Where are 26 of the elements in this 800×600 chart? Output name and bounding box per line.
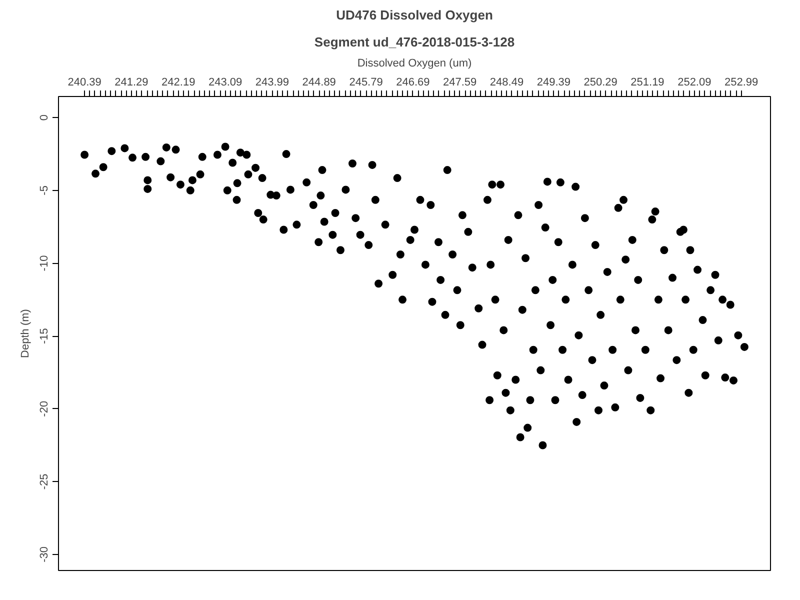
- x-tick-label: 249.39: [536, 76, 570, 88]
- x-axis-title: Dissolved Oxygen (um): [357, 58, 472, 70]
- y-axis-title: Depth (m): [20, 309, 32, 358]
- y-tick-label: -25: [38, 474, 50, 490]
- x-tick-label: 250.29: [584, 76, 618, 88]
- x-tick-label: 248.49: [490, 76, 524, 88]
- x-tick-label: 246.69: [396, 76, 430, 88]
- chart-title: UD476 Dissolved Oxygen: [336, 8, 493, 22]
- x-tick-label: 244.89: [302, 76, 336, 88]
- x-tick-label: 245.79: [349, 76, 383, 88]
- y-tick-label: -15: [38, 328, 50, 344]
- x-tick-label: 251.19: [630, 76, 664, 88]
- y-tick-label: -30: [38, 546, 50, 562]
- y-tick-label: -10: [38, 255, 50, 272]
- y-tick-label: 0: [38, 114, 50, 121]
- x-tick-label: 252.99: [724, 76, 758, 88]
- x-tick-label: 241.29: [114, 76, 148, 88]
- x-tick-label: 240.39: [68, 76, 102, 88]
- x-tick-label: 243.09: [208, 76, 242, 88]
- y-tick-label: -20: [38, 400, 50, 417]
- y-tick-label: -5: [38, 186, 50, 196]
- x-tick-label: 243.99: [255, 76, 290, 88]
- x-tick-label: 247.59: [443, 76, 477, 88]
- chart-subtitle: Segment ud_476-2018-015-3-128: [314, 34, 515, 50]
- x-tick-label: 242.19: [162, 76, 196, 88]
- x-tick-label: 252.09: [678, 76, 712, 88]
